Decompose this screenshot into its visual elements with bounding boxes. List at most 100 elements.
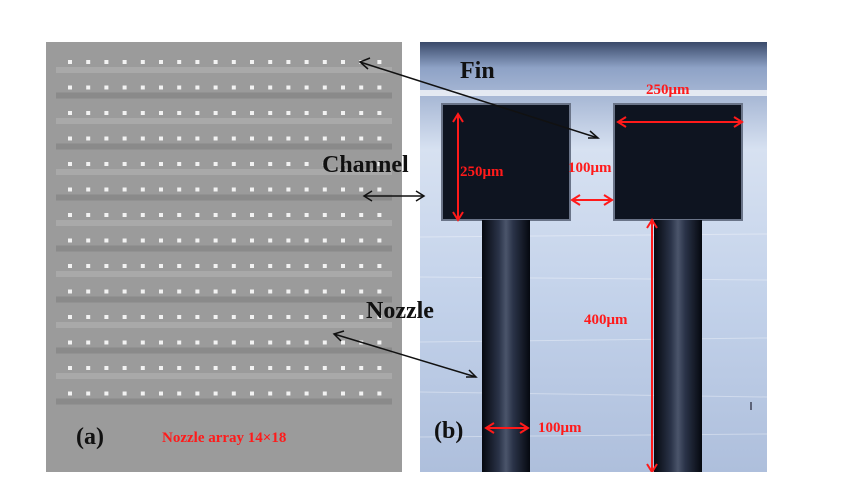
nozzle-dot (195, 111, 200, 115)
nozzle-dot (140, 366, 145, 370)
nozzle-dot (177, 391, 182, 396)
nozzle-dot (159, 187, 163, 192)
nozzle-dot (341, 238, 345, 243)
nozzle-dot (250, 264, 254, 268)
nozzle-dot (68, 264, 72, 268)
nozzle-dot (86, 162, 91, 166)
nozzle-dot (122, 238, 127, 243)
nozzle-dot (122, 136, 127, 141)
nozzle-dot (341, 187, 345, 192)
nozzle-dot (68, 60, 72, 64)
nozzle-dot (104, 162, 109, 166)
nozzle-dot (159, 213, 163, 217)
nozzle-dot (304, 315, 309, 319)
nozzle-dot (304, 111, 309, 115)
nozzle-dot (286, 187, 291, 192)
nozzle-dot (304, 85, 309, 90)
nozzle-dot (250, 340, 254, 345)
nozzle-dot (286, 289, 291, 294)
nozzle-dot (341, 162, 345, 166)
nozzle-dot (231, 340, 236, 345)
nozzle-dot (377, 136, 382, 141)
nozzle-dot (250, 60, 254, 64)
nozzle-dot (286, 264, 291, 268)
channel-gap-label: 100μm (568, 160, 612, 176)
nozzle-dot (177, 289, 182, 294)
nozzle-dot (341, 264, 345, 268)
nozzle-dot (86, 85, 91, 90)
nozzle-dot (159, 391, 163, 396)
nozzle-dot (231, 391, 236, 396)
nozzle-dot (122, 391, 127, 396)
nozzle-dot (250, 136, 254, 141)
nozzle-dot (213, 238, 218, 243)
nozzle-dot (231, 111, 236, 115)
nozzle-dot (122, 85, 127, 90)
nozzle-dot (140, 187, 145, 192)
nozzle-dot (322, 162, 327, 166)
fin-height-label: 250μm (460, 164, 504, 180)
dimension-lines (452, 112, 744, 472)
nozzle-dot (377, 187, 382, 192)
nozzle-dot (177, 315, 182, 319)
nozzle-dot (195, 213, 200, 217)
nozzle-dot (231, 85, 236, 90)
nozzle-dot (304, 366, 309, 370)
nozzle-dot (304, 238, 309, 243)
nozzle-dot (231, 187, 236, 192)
nozzle-dot (68, 315, 72, 319)
nozzle-dot (86, 213, 91, 217)
nozzle-dot (195, 340, 200, 345)
nozzle-dot (104, 213, 109, 217)
nozzle-dot (268, 315, 273, 319)
fin-arrow (359, 61, 599, 139)
channel-band (56, 92, 392, 99)
nozzle-dot (122, 264, 127, 268)
nozzle-dot (104, 315, 109, 319)
nozzle-dot (359, 213, 364, 217)
panel-b-tag: (b) (434, 418, 464, 444)
nozzle-dot (304, 340, 309, 345)
nozzle-dot (213, 111, 218, 115)
nozzle-dot (177, 60, 182, 64)
nozzle-dot (122, 162, 127, 166)
nozzle-dot (195, 289, 200, 294)
nozzle-dot (322, 187, 327, 192)
nozzle-dot (322, 391, 327, 396)
nozzle-dot (122, 111, 127, 115)
nozzle-dot (68, 213, 72, 217)
nozzle-dot (104, 340, 109, 345)
nozzle-array-caption: Nozzle array 14×18 (162, 430, 287, 446)
channel-band (56, 194, 392, 201)
nozzle-arrow (333, 333, 477, 378)
nozzle-dot (268, 162, 273, 166)
nozzle-dot (213, 315, 218, 319)
nozzle-dot (86, 289, 91, 294)
nozzle-dot (377, 213, 382, 217)
nozzle-dot (140, 264, 145, 268)
channel-band (56, 67, 392, 73)
nozzle-dot (159, 289, 163, 294)
nozzle-dot (359, 366, 364, 370)
nozzle-dot (86, 366, 91, 370)
nozzle-dot (213, 366, 218, 370)
nozzle-dot (377, 162, 382, 166)
nozzle-dot (177, 187, 182, 192)
surface-texture (420, 233, 767, 438)
nozzle-dot (104, 111, 109, 115)
nozzle-dot (140, 289, 145, 294)
nozzle-dot (68, 162, 72, 166)
fin-cross-section-micrograph: 250μm 250μm 100μm 400μm 100μm (b) (420, 42, 767, 472)
nozzle-dot (250, 187, 254, 192)
nozzle-dot (250, 391, 254, 396)
nozzle-dot (159, 136, 163, 141)
nozzle-dot (68, 238, 72, 243)
channel-band (56, 143, 392, 150)
nozzle-dot (213, 136, 218, 141)
nozzle-dot (268, 111, 273, 115)
nozzle-dot (195, 315, 200, 319)
nozzle-dot (268, 85, 273, 90)
nozzle-dot (68, 289, 72, 294)
nozzle-right (654, 220, 702, 472)
nozzle-dot (195, 162, 200, 166)
